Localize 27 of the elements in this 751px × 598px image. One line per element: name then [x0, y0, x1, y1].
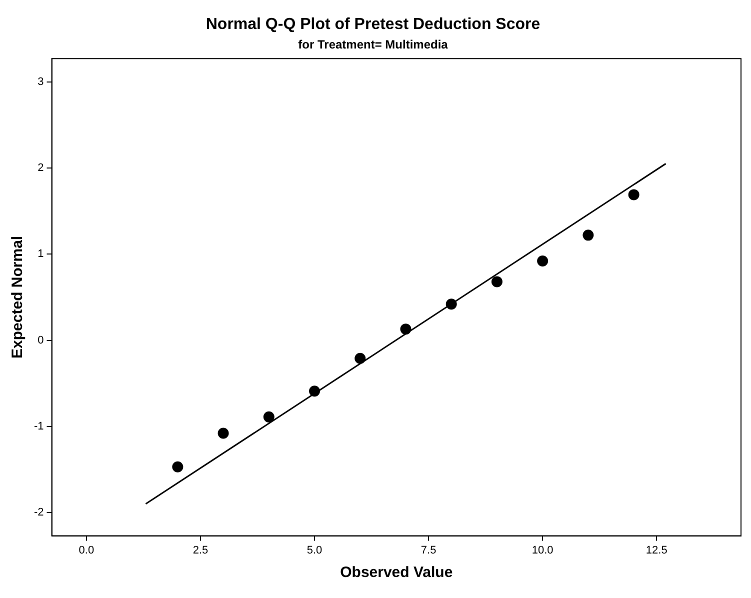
point: [537, 256, 548, 267]
point: [263, 411, 274, 422]
point: [628, 189, 640, 200]
x-tick-label: 7.5: [420, 544, 436, 556]
point: [172, 461, 184, 472]
point: [218, 428, 229, 439]
y-tick-label: 3: [38, 76, 44, 88]
y-tick-label: -2: [34, 506, 44, 519]
point: [491, 276, 502, 288]
y-axis-title: Expected Normal: [9, 236, 26, 358]
y-tick-label: 2: [38, 162, 44, 174]
x-tick-label: 2.5: [192, 544, 208, 556]
point: [400, 324, 412, 335]
x-tick-label: 0.0: [78, 544, 94, 556]
x-axis-title: Observed Value: [340, 564, 453, 582]
x-tick-label: 10.0: [532, 544, 554, 556]
point: [446, 298, 457, 310]
y-tick-label: 1: [38, 248, 44, 260]
y-tick-label: -1: [34, 420, 44, 432]
y-tick-label: 0: [38, 334, 44, 346]
point: [354, 352, 366, 364]
chart-subtitle: for Treatment= Multimedia: [298, 38, 448, 52]
x-tick-label: 5.0: [306, 544, 322, 556]
x-tick-label: 12.5: [646, 544, 668, 556]
point: [309, 386, 320, 397]
chart-title: Normal Q-Q Plot of Pretest Deduction Score: [206, 16, 540, 34]
point: [582, 230, 594, 241]
